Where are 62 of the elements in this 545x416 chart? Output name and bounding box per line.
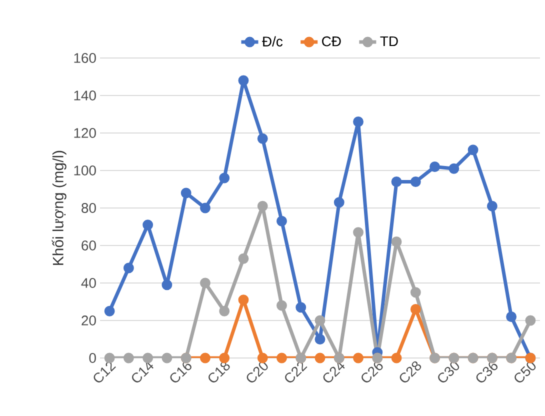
point (486, 200, 498, 212)
point (257, 133, 268, 144)
y-tick-label: 100 (74, 166, 96, 176)
point (314, 352, 326, 364)
point (506, 312, 517, 322)
point (353, 227, 364, 238)
point (314, 315, 326, 326)
point (410, 304, 421, 314)
point (410, 176, 421, 187)
x-tick-label: C14 (132, 361, 154, 382)
point (104, 306, 115, 316)
point (296, 302, 306, 313)
point (314, 334, 326, 344)
x-tick-label: C36 (476, 361, 498, 382)
point (123, 352, 134, 364)
point (391, 236, 402, 247)
point (200, 278, 210, 288)
point (391, 176, 402, 187)
legend-label: TD (380, 36, 398, 46)
point (353, 352, 364, 364)
point (238, 253, 249, 264)
point (219, 306, 230, 316)
x-tick-label: C26 (362, 361, 383, 382)
y-tick-label: 80 (82, 203, 96, 213)
x-tick-label: C28 (400, 361, 422, 382)
point (123, 262, 134, 274)
y-tick-label: 120 (74, 128, 96, 138)
point (525, 315, 536, 326)
point (200, 202, 210, 214)
y-tick-label: 140 (74, 90, 96, 100)
y-tick-label: 0 (89, 353, 96, 363)
point (353, 116, 364, 127)
point (410, 287, 421, 298)
point (142, 352, 154, 364)
point (448, 163, 460, 174)
y-axis-title: Khối lượng (mg/l) (52, 150, 66, 265)
point (257, 200, 268, 212)
point (430, 162, 440, 172)
x-tick-label: C16 (170, 361, 192, 382)
point (257, 352, 268, 364)
x-tick-label: C24 (323, 361, 345, 382)
y-tick-label: 40 (81, 278, 96, 288)
x-tick-label: C18 (208, 361, 230, 382)
point (334, 197, 344, 208)
point (276, 300, 287, 311)
point (162, 352, 172, 364)
point (276, 216, 287, 226)
point (276, 352, 287, 364)
point (162, 280, 172, 290)
y-tick-label: 160 (74, 53, 96, 63)
point (142, 220, 154, 230)
point (238, 294, 249, 306)
point (104, 352, 115, 364)
point (238, 75, 249, 86)
y-tick-label: 60 (82, 240, 96, 250)
point (468, 144, 478, 156)
y-tick-label: 20 (82, 316, 96, 326)
legend-label: CĐ (322, 36, 341, 46)
legend-label: Đ/c (262, 36, 283, 46)
point (180, 188, 192, 198)
point (200, 352, 210, 364)
point (219, 172, 230, 184)
